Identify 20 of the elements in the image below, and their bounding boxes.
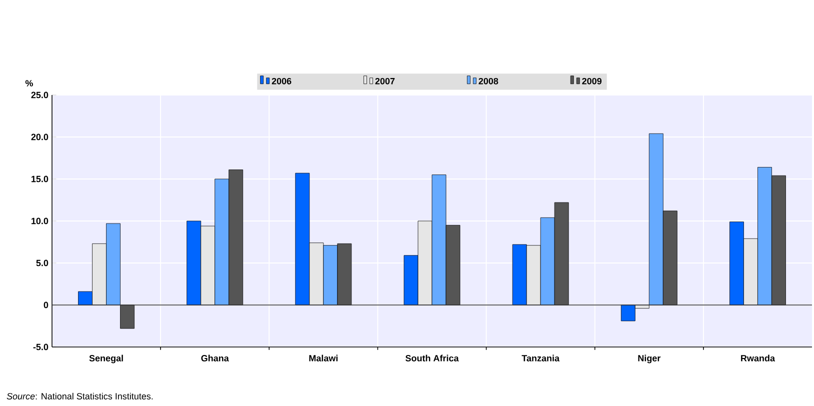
legend-label: 2006: [272, 78, 292, 84]
x-tick-label: Ghana: [201, 354, 229, 362]
y-axis-title: %: [25, 80, 33, 86]
y-tick-label: 25.0: [31, 92, 48, 98]
legend-label: 2009: [582, 78, 602, 84]
x-tick-label: Niger: [638, 354, 661, 364]
y-tick-label: 10.0: [32, 218, 48, 224]
x-tick-label: Senegal: [89, 354, 123, 364]
legend-label: 2007: [375, 78, 395, 84]
y-tick-label: 15.0: [32, 176, 48, 182]
x-tick-label: South Africa: [406, 354, 459, 362]
text: Source: National Statistics Institutes.: [6, 392, 153, 400]
y-tick-label: 20.0: [31, 134, 48, 140]
y-tick-label: -5.0: [33, 344, 48, 350]
y-tick-label: 5.0: [36, 260, 48, 266]
y-tick-label: 0: [44, 302, 48, 308]
x-tick-label: Malawi: [309, 354, 338, 362]
x-tick-label: Rwanda: [741, 354, 776, 362]
legend-label: 2008: [478, 78, 498, 84]
x-tick-label: Tanzania: [522, 354, 560, 362]
